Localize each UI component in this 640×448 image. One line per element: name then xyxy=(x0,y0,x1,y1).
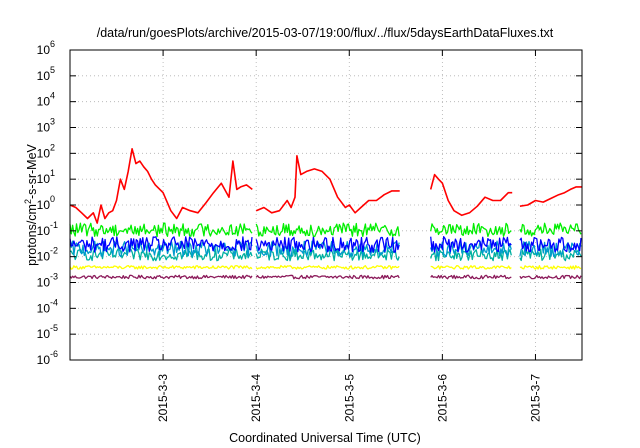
y-tick-label-exp: 5 xyxy=(50,65,55,75)
y-tick-label-exp: 4 xyxy=(50,91,55,101)
y-tick-label: 106 xyxy=(37,39,55,57)
y-tick-label-base: 10 xyxy=(37,198,51,212)
y-tick-label-base: 10 xyxy=(37,276,51,290)
series-band-line xyxy=(255,274,400,280)
x-axis-label: Coordinated Universal Time (UTC) xyxy=(229,431,421,445)
series-line xyxy=(69,148,582,224)
y-tick-label-exp: 3 xyxy=(50,117,55,127)
y-tick-label-exp: -3 xyxy=(50,272,58,282)
y-tick-label-base: 10 xyxy=(37,353,51,367)
x-tick-label: 2015-3-5 xyxy=(342,374,356,422)
series-band-line xyxy=(519,236,582,253)
y-axis-label-rest: -s-sr-MeV xyxy=(25,143,39,199)
y-tick-label-exp: -1 xyxy=(50,220,58,230)
y-tick-label-base: 10 xyxy=(37,327,51,341)
series-band-line xyxy=(519,274,582,280)
series-band-line xyxy=(69,236,253,253)
y-axis-label-base: protons/cm xyxy=(25,204,39,266)
y-tick-label: 10-3 xyxy=(37,272,58,290)
y-tick-label-base: 10 xyxy=(37,301,51,315)
y-tick-label-exp: 6 xyxy=(50,39,55,49)
y-tick-label-base: 10 xyxy=(37,224,51,238)
y-axis-label-sup: 2 xyxy=(23,199,33,204)
series-band-line xyxy=(69,264,253,270)
series-band-line xyxy=(69,274,253,280)
y-tick-label-base: 10 xyxy=(37,121,51,135)
series-layer xyxy=(69,148,582,280)
x-tick-label: 2015-3-4 xyxy=(249,374,263,422)
y-tick-label: 103 xyxy=(37,117,55,135)
axis-ticks: 10-610-510-410-310-210-11001011021031041… xyxy=(37,39,582,422)
series-band-line xyxy=(255,264,400,270)
y-tick-label-exp: -6 xyxy=(50,349,58,359)
series-band-line xyxy=(255,222,400,238)
y-tick-label-exp: -4 xyxy=(50,297,58,307)
y-tick-label-base: 10 xyxy=(37,95,51,109)
series-band-line xyxy=(430,240,512,257)
series-band-line xyxy=(430,248,512,262)
y-tick-label-base: 10 xyxy=(37,250,51,264)
y-tick-label: 10-5 xyxy=(37,323,58,341)
y-tick-label: 105 xyxy=(37,65,55,83)
series-band-line xyxy=(519,222,582,237)
chart-title: /data/run/goesPlots/archive/2015-03-07/1… xyxy=(97,26,554,40)
y-tick-label: 10-6 xyxy=(37,349,58,367)
y-tick-label: 102 xyxy=(37,142,55,160)
y-tick-label-exp: 1 xyxy=(50,168,55,178)
series-band-line xyxy=(430,236,512,253)
y-tick-label: 10-2 xyxy=(37,246,58,264)
y-tick-label: 100 xyxy=(37,194,55,212)
series-band-line xyxy=(430,222,512,238)
y-tick-label-base: 10 xyxy=(37,172,51,186)
x-tick-label: 2015-3-7 xyxy=(528,374,542,422)
y-tick-label-exp: 0 xyxy=(50,194,55,204)
y-tick-label-base: 10 xyxy=(37,146,51,160)
y-tick-label-exp: -2 xyxy=(50,246,58,256)
y-axis-label: protons/cm2-s-sr-MeV xyxy=(23,143,39,265)
y-tick-label: 101 xyxy=(37,168,55,186)
series-band-line xyxy=(255,236,400,253)
y-tick-label-exp: 2 xyxy=(50,142,55,152)
series-band-line xyxy=(430,265,512,270)
y-tick-label: 104 xyxy=(37,91,55,109)
series-band-line xyxy=(69,222,253,238)
y-tick-label-base: 10 xyxy=(37,69,51,83)
series-band-line xyxy=(519,265,582,270)
x-tick-label: 2015-3-3 xyxy=(156,374,170,422)
y-tick-label-exp: -5 xyxy=(50,323,58,333)
y-tick-label-base: 10 xyxy=(37,43,51,57)
y-tick-label: 10-1 xyxy=(37,220,58,238)
x-tick-label: 2015-3-6 xyxy=(435,374,449,422)
y-tick-label: 10-4 xyxy=(37,297,58,315)
series-band-line xyxy=(430,274,512,280)
